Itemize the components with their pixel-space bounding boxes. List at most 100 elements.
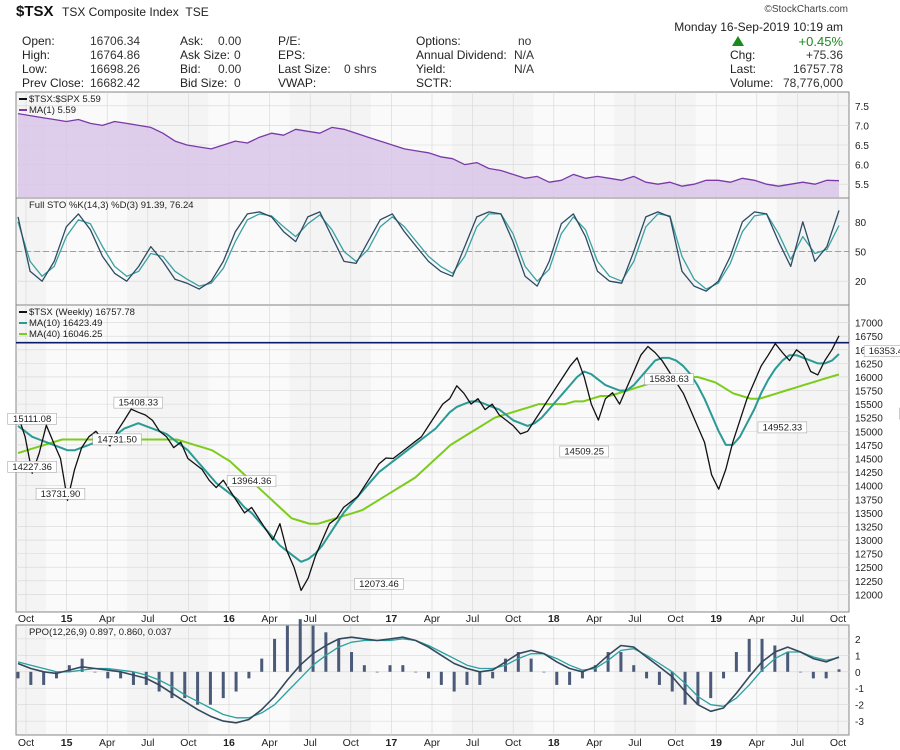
- ppo-histogram-bar: [555, 671, 559, 685]
- ppo-histogram-bar: [16, 671, 20, 679]
- time-axis-label: Oct: [830, 613, 846, 625]
- ppo-histogram-bar: [452, 671, 456, 692]
- price-axis-tick-label: 16000: [855, 373, 883, 384]
- price-annotation-box: [644, 373, 694, 385]
- quote-datetime: Monday 16-Sep-2019 10:19 am: [674, 20, 843, 34]
- brand-logo[interactable]: ©StockCharts.com: [764, 4, 848, 15]
- price-annotation: 15408.33: [119, 398, 159, 409]
- chart-header: $TSX TSX Composite Index TSE ©StockChart…: [0, 0, 900, 34]
- ppo-histogram-bar: [93, 671, 97, 673]
- bottom-time-axis-label: Oct: [18, 737, 34, 749]
- exchange-code: TSE: [185, 5, 209, 19]
- bottom-time-axis-label: Jul: [628, 737, 641, 749]
- index-name: TSX Composite Index TSE: [62, 5, 209, 19]
- ppo-histogram-bar: [709, 671, 713, 699]
- price-axis-tick-label: 13000: [855, 536, 883, 547]
- low-value: 16698.26: [90, 62, 141, 76]
- price-axis-tick-label: 15750: [855, 387, 883, 398]
- low-label: Low:: [22, 62, 48, 76]
- ppo-histogram-bar: [580, 671, 584, 679]
- ppo-histogram-bar: [414, 671, 418, 673]
- last-size-value: 0 shrs: [344, 62, 377, 76]
- prev-close-label: Prev Close:: [22, 76, 85, 90]
- alt-year-band: [695, 626, 777, 734]
- ppo-histogram-bar: [208, 671, 212, 705]
- yield-label: Yield:: [416, 62, 446, 76]
- last-label: Last:: [730, 62, 757, 76]
- price-axis-tick-label: 15000: [855, 427, 883, 438]
- ask-label: Ask:: [180, 34, 204, 48]
- time-axis-label: 19: [710, 613, 722, 625]
- ppo-histogram-bar: [799, 671, 803, 673]
- price-axis-tick-label: 14750: [855, 441, 883, 452]
- ppo-signal-line: [17, 638, 840, 719]
- bottom-time-axis-label: Jul: [466, 737, 479, 749]
- panel-4: [15, 624, 850, 736]
- time-axis-label: Jul: [628, 613, 641, 625]
- time-axis-label: Apr: [99, 613, 116, 625]
- ppo-histogram-bar: [670, 671, 674, 692]
- ppo-axis-tick-label: 1: [855, 651, 861, 662]
- index-name-text: TSX Composite Index: [62, 5, 179, 19]
- price-axis-tick-label: 13250: [855, 522, 883, 533]
- ppo-histogram-bar: [183, 671, 187, 699]
- prev-close-value: 16682.42: [90, 76, 141, 90]
- vwap-label: VWAP:: [278, 76, 317, 90]
- bottom-time-axis-label: 15: [61, 737, 73, 749]
- last-size-label: Last Size:: [278, 62, 331, 76]
- ma40-line: [17, 373, 840, 525]
- bottom-time-axis-label: Jul: [303, 737, 316, 749]
- ppo-histogram-bar: [747, 638, 751, 672]
- price-annotation-box: [35, 488, 86, 500]
- price-annotation: 14227.36: [12, 462, 52, 473]
- price-axis-tick-label: 14000: [855, 482, 883, 493]
- ppo-histogram-bar: [760, 638, 764, 672]
- bottom-time-axis-label: 18: [548, 737, 560, 749]
- bottom-time-axis-label: 19: [710, 737, 722, 749]
- bid-size-value: 0: [234, 76, 241, 90]
- price-annotation-box: [559, 445, 609, 458]
- ppo-histogram-bar: [324, 632, 328, 672]
- ppo-histogram-bar: [234, 671, 238, 692]
- sto-axis-tick-label: 80: [855, 218, 867, 229]
- time-axis-label: Oct: [505, 613, 521, 625]
- ppo-histogram-bar: [350, 652, 354, 672]
- ppo-histogram-bar: [29, 671, 33, 685]
- time-axis-label: Oct: [667, 613, 683, 625]
- ppo-histogram-bar: [427, 671, 430, 679]
- ask-value: 0.00: [218, 34, 242, 48]
- ppo-histogram-bar: [619, 652, 623, 672]
- up-arrow-icon: [732, 36, 744, 46]
- price-axis-tick-label: 12500: [855, 563, 883, 574]
- chg-label: Chg:: [730, 48, 756, 62]
- price-annotation: 15838.63: [649, 374, 689, 385]
- open-label: Open:: [22, 34, 55, 48]
- ratio-area-fill: [18, 113, 839, 197]
- price-annotation: 14952.33: [763, 422, 803, 433]
- price-axis-tick-label: 13750: [855, 495, 883, 506]
- sto-axis-tick-label: 50: [855, 248, 867, 259]
- ppo-histogram-bar: [568, 671, 572, 685]
- time-axis-label: Apr: [261, 613, 278, 625]
- ratio-legend-label: $TSX:$SPX 5.59: [29, 94, 101, 105]
- open-value: 16706.34: [90, 34, 141, 48]
- ppo-histogram-bar: [311, 625, 315, 672]
- ppo-histogram-bar: [478, 671, 482, 685]
- bottom-time-axis-label: Apr: [749, 737, 766, 749]
- price-legend-label: MA(40) 16046.25: [29, 329, 102, 340]
- time-axis-label: Apr: [586, 613, 603, 625]
- ppo-histogram-bar: [362, 665, 366, 672]
- price-annotation: 14509.25: [564, 446, 604, 457]
- options-value: no: [518, 34, 532, 48]
- percent-change: +0.45%: [798, 34, 843, 49]
- ppo-histogram-bar: [42, 671, 46, 685]
- ppo-histogram-bar: [837, 669, 841, 672]
- price-annotation-box: [7, 413, 57, 425]
- time-axis-label: Oct: [18, 613, 34, 625]
- high-label: High:: [22, 48, 51, 62]
- ppo-histogram-bar: [375, 671, 379, 673]
- price-axis-tick-label: 16750: [855, 332, 883, 343]
- bottom-time-axis-label: Oct: [505, 737, 521, 749]
- ppo-histogram-bar: [516, 652, 520, 672]
